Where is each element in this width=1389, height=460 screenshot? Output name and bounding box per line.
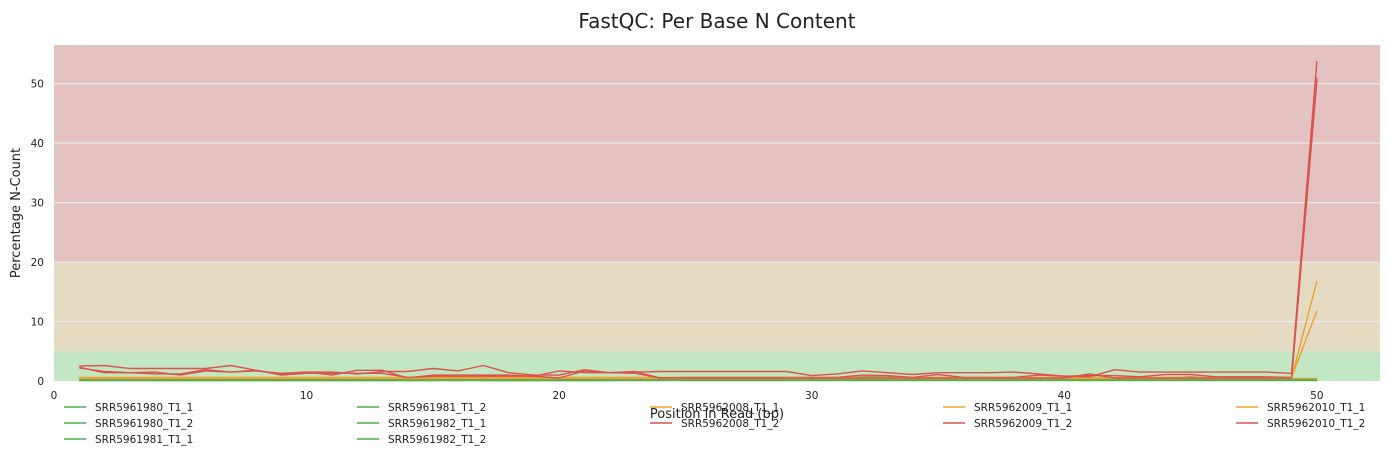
grid-lines <box>54 83 1380 323</box>
legend-item[interactable]: SRR5962009_T1_1 <box>943 402 1072 414</box>
x-tick-label: 30 <box>805 390 818 402</box>
x-tick-label: 20 <box>552 390 565 402</box>
legend-label: SRR5961980_T1_2 <box>95 418 193 430</box>
series-line-SRR5962010_T1_2[interactable] <box>79 77 1318 379</box>
y-tick-label: 50 <box>31 79 44 91</box>
x-tick-label: 40 <box>1058 390 1071 402</box>
legend-item[interactable]: SRR5961980_T1_2 <box>64 418 193 430</box>
legend-label: SRR5962009_T1_2 <box>974 418 1072 430</box>
x-axis-label: Position in Read (bp) <box>650 407 784 422</box>
legend-label: SRR5961982_T1_1 <box>388 418 486 430</box>
legend-item[interactable]: SRR5962008_T1_1 <box>650 402 779 414</box>
y-tick-label: 0 <box>37 376 44 388</box>
band-pass <box>54 351 1380 381</box>
legend-item[interactable]: SRR5962008_T1_2 <box>650 418 779 430</box>
legend-item[interactable]: SRR5961982_T1_1 <box>357 418 486 430</box>
y-axis-label: Percentage N-Count <box>9 148 24 278</box>
x-tick-label: 0 <box>51 390 58 402</box>
legend-item[interactable]: SRR5961980_T1_1 <box>64 402 193 414</box>
legend-label: SRR5962010_T1_1 <box>1267 402 1365 414</box>
y-tick-label: 20 <box>31 257 44 269</box>
legend-label: SRR5962008_T1_1 <box>681 402 779 414</box>
legend-label: SRR5962010_T1_2 <box>1267 418 1365 430</box>
y-tick-label: 30 <box>31 198 44 210</box>
legend-item[interactable]: SRR5962009_T1_2 <box>943 418 1072 430</box>
x-tick-label: 50 <box>1310 390 1323 402</box>
legend-item[interactable]: SRR5961981_T1_1 <box>64 434 193 446</box>
chart-title: FastQC: Per Base N Content <box>578 9 855 33</box>
legend-label: SRR5962008_T1_2 <box>681 418 779 430</box>
band-fail <box>54 45 1380 263</box>
legend-label: SRR5962009_T1_1 <box>974 402 1072 414</box>
legend-label: SRR5961981_T1_2 <box>388 402 486 414</box>
y-tick-label: 10 <box>31 317 44 329</box>
band-warn <box>54 262 1380 352</box>
status-bands <box>54 45 1380 381</box>
legend-label: SRR5961980_T1_1 <box>95 402 193 414</box>
legend-label: SRR5961981_T1_1 <box>95 434 193 446</box>
legend: SRR5961980_T1_1 SRR5961980_T1_2 SRR5961981… <box>64 402 1365 446</box>
legend-item[interactable]: SRR5962010_T1_1 <box>1236 402 1365 414</box>
x-tick-label: 10 <box>300 390 313 402</box>
legend-item[interactable]: SRR5961981_T1_2 <box>357 402 486 414</box>
series-lines <box>79 61 1318 382</box>
axis-ticks: 0 10 20 30 40 50 0 10 20 30 40 50 <box>31 79 1324 402</box>
legend-item[interactable]: SRR5961982_T1_2 <box>357 434 486 446</box>
legend-label: SRR5961982_T1_2 <box>388 434 486 446</box>
legend-item[interactable]: SRR5962010_T1_2 <box>1236 418 1365 430</box>
y-tick-label: 40 <box>31 138 44 150</box>
